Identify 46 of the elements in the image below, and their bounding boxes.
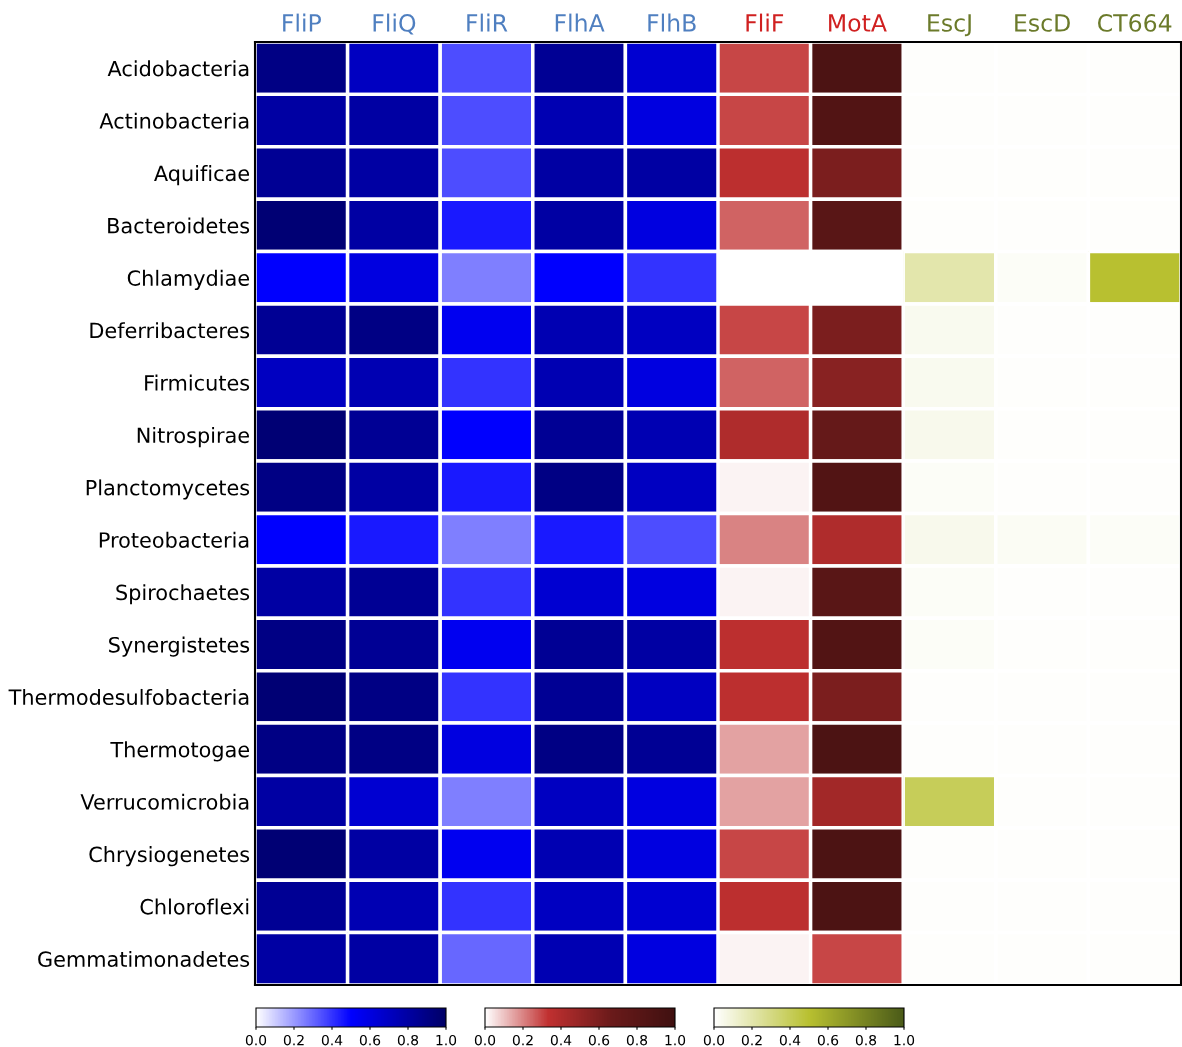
color-bar-label: 0.4 [779, 1034, 801, 1046]
y-tick-label: Proteobacteria [99, 531, 249, 548]
x-tick-label: CT664 [1098, 14, 1172, 32]
y-tick-label: Bacteroidetes [108, 217, 250, 234]
color-bar-label: 0.0 [474, 1034, 496, 1046]
color-bar-label: 0.6 [817, 1034, 839, 1046]
color-bar-label: 0.2 [512, 1034, 533, 1046]
y-tick-label: Deferribacteres [90, 322, 250, 339]
color-bar-label: 0.4 [321, 1034, 343, 1046]
x-tick-label: FliP [283, 13, 321, 32]
color-bar-label: 0.2 [741, 1034, 762, 1046]
x-tick-label: FliR [467, 13, 508, 32]
y-tick-label: Chrysiogenetes [89, 846, 250, 867]
color-bar-label: 0.6 [359, 1034, 381, 1046]
color-bar-label: 1.0 [894, 1034, 915, 1046]
x-tick-label: FlhA [555, 13, 605, 32]
y-tick-label: Actinobacteria [99, 112, 249, 129]
color-bar-label: 0.0 [245, 1034, 267, 1046]
x-tick-label: MotA [829, 14, 887, 32]
y-tick-label: Planctomycetes [86, 479, 250, 500]
y-tick-label: Spirochaetes [116, 584, 250, 605]
color-bar-label: 1.0 [665, 1034, 686, 1046]
color-bar-label: 0.4 [550, 1034, 572, 1046]
color-bar-label: 1.0 [436, 1034, 457, 1046]
color-bar-label: 0.8 [397, 1034, 419, 1046]
color-bar-label: 0.2 [283, 1034, 304, 1046]
color-bar-label: 0.6 [588, 1034, 610, 1046]
y-tick-label: Nitrospirae [137, 427, 250, 448]
color-bar-label: 0.0 [703, 1034, 725, 1046]
x-tick-label: FliQ [373, 13, 416, 35]
y-tick-label: Acidobacteria [107, 60, 249, 77]
x-tick-label: FliF [746, 13, 784, 32]
x-tick-label: EscD [1015, 14, 1070, 32]
y-tick-label: Aquificae [154, 165, 250, 186]
y-tick-label: Verrucomicrobia [80, 793, 249, 810]
y-tick-label: Chlamydiae [127, 269, 250, 290]
y-tick-label: Thermodesulfobacteria [8, 688, 249, 706]
y-tick-label: Chloroflexi [140, 898, 249, 915]
color-bar-label: 0.8 [855, 1034, 877, 1046]
y-tick-label: Synergistetes [109, 636, 250, 657]
y-tick-label: Firmicutes [145, 374, 250, 391]
x-tick-label: FlhB [648, 13, 696, 32]
y-tick-label: Thermotogae [110, 741, 250, 762]
color-bar-label: 0.8 [626, 1034, 648, 1046]
x-tick-label: EscJ [928, 14, 971, 37]
y-tick-label: Gemmatimonadetes [38, 950, 250, 968]
